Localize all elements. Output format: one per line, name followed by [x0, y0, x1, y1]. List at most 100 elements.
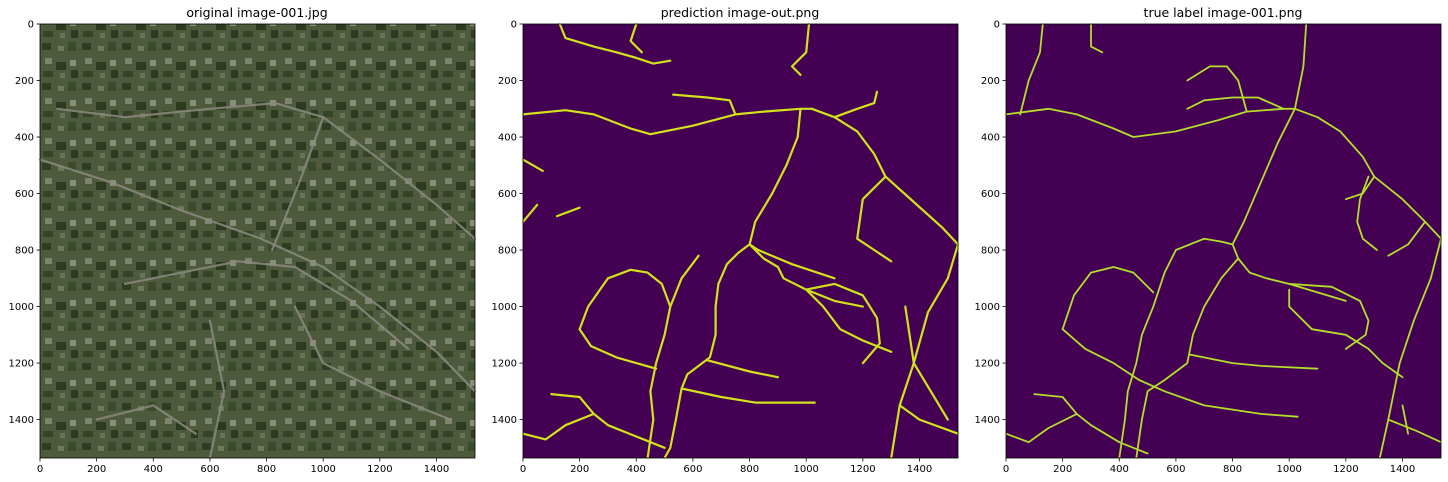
road-line [1387, 220, 1426, 257]
road-line [55, 102, 477, 240]
road-line [1294, 23, 1308, 110]
road-line [748, 243, 836, 280]
prediction-frame [522, 23, 959, 459]
road-line [1378, 237, 1442, 459]
prediction-y-tick-label: 600 [498, 189, 517, 200]
true-label-x-tick-label: 1200 [1333, 464, 1358, 475]
road-line [890, 243, 960, 460]
original-image-y-tick-label: 0 [28, 20, 34, 31]
true-label-x-tick-label: 0 [1003, 464, 1009, 475]
prediction-x-tick-label: 1200 [850, 464, 875, 475]
true-label-x-tick-label: 1400 [1390, 464, 1415, 475]
prediction-y-tick-label: 800 [498, 246, 517, 257]
true-label-y-tick-label: 800 [981, 246, 1000, 257]
road-line [1019, 23, 1044, 116]
road-line [123, 260, 410, 350]
original-image-x-tick-label: 1200 [367, 464, 392, 475]
true-label-road-lines [1005, 23, 1442, 459]
road-line [1033, 393, 1078, 415]
road-line [672, 93, 737, 116]
original-image-roads [38, 102, 477, 460]
road-line [38, 158, 477, 393]
road-line [1189, 353, 1319, 370]
road-line [1401, 404, 1409, 435]
road-line [558, 22, 672, 65]
road-line [1090, 23, 1104, 54]
true-label-x-ticks: 0 200 400 600 800 1000 1200 1400 [1003, 458, 1415, 475]
true-label-y-tick-label: 1000 [975, 302, 1000, 313]
road-line [578, 328, 658, 370]
road-line [833, 90, 879, 119]
road-line [790, 22, 811, 76]
road-line [706, 359, 779, 379]
original-image-x-tick-label: 600 [200, 464, 219, 475]
prediction-x-ticks: 0 200 400 600 800 1000 1200 1400 [520, 458, 932, 475]
prediction-x-tick-label: 1400 [907, 464, 932, 475]
true-label-y-tick-label: 0 [994, 20, 1000, 31]
road-line [521, 107, 813, 136]
prediction-x-tick-label: 0 [520, 464, 526, 475]
true-label-y-tick-label: 400 [981, 133, 1000, 144]
true-label-background [1006, 24, 1441, 458]
road-line [1135, 257, 1240, 459]
original-image-y-tick-label: 1400 [9, 415, 34, 426]
prediction-x-tick-label: 400 [627, 464, 646, 475]
road-line [1344, 175, 1376, 201]
road-line [293, 305, 452, 421]
road-line [578, 268, 672, 331]
prediction-y-tick-label: 200 [498, 76, 517, 87]
prediction-y-ticks: 0 200 400 600 800 1000 1200 1400 [492, 20, 523, 426]
true-label-y-tick-label: 600 [981, 189, 1000, 200]
prediction-y-tick-label: 1400 [492, 415, 517, 426]
true-label-y-ticks: 0 200 400 600 800 1000 1200 1400 [975, 20, 1006, 426]
original-image-y-tick-label: 200 [15, 76, 34, 87]
prediction-x-tick-label: 200 [570, 464, 589, 475]
prediction-background [523, 24, 958, 458]
road-line [550, 393, 595, 415]
prediction-y-tick-label: 1000 [492, 302, 517, 313]
road-line [1005, 107, 1296, 138]
prediction-road-lines [521, 22, 960, 460]
original-image-x-tick-label: 400 [144, 464, 163, 475]
road-line [663, 107, 802, 460]
true-label-y-tick-label: 1200 [975, 359, 1000, 370]
original-image-area [38, 24, 477, 460]
prediction-y-tick-label: 1200 [492, 359, 517, 370]
road-line [810, 107, 960, 246]
true-label-title: true label image-001.png [1144, 5, 1303, 20]
true-label-x-tick-label: 400 [1110, 464, 1129, 475]
original-image-y-tick-label: 400 [15, 133, 34, 144]
road-line [555, 206, 581, 218]
original-image-panel: original image-001.jpg 0 200 400 600 800 1000… [9, 5, 477, 475]
road-line [1294, 107, 1442, 240]
prediction-y-tick-label: 400 [498, 133, 517, 144]
prediction-x-tick-label: 1000 [793, 464, 818, 475]
original-image-frame [39, 23, 476, 459]
road-line [1186, 96, 1285, 110]
road-line [805, 282, 881, 365]
road-line [271, 116, 325, 252]
road-line [1118, 107, 1296, 459]
prediction-y-tick-label: 0 [511, 20, 517, 31]
road-line [680, 387, 816, 404]
true-label-panel: true label image-001.png 0 200 400 600 800 10… [975, 5, 1442, 475]
true-label-x-tick-label: 800 [1223, 464, 1242, 475]
road-line [898, 404, 960, 435]
road-line [1387, 418, 1442, 444]
original-image-title: original image-001.jpg [186, 5, 327, 20]
road-line [822, 305, 893, 353]
road-line [904, 305, 949, 421]
original-image-x-tick-label: 200 [87, 464, 106, 475]
original-image-y-tick-label: 600 [15, 189, 34, 200]
prediction-x-tick-label: 600 [683, 464, 702, 475]
original-image-x-ticks: 0 200 400 600 800 1000 1200 1400 [37, 458, 449, 475]
road-line [629, 22, 643, 54]
original-image-x-tick-label: 1400 [424, 464, 449, 475]
prediction-x-tick-label: 800 [740, 464, 759, 475]
original-image-x-tick-label: 0 [37, 464, 43, 475]
true-label-y-tick-label: 200 [981, 76, 1000, 87]
true-label-frame [1005, 23, 1442, 459]
true-label-x-tick-label: 200 [1053, 464, 1072, 475]
prediction-panel: prediction image-out.png 0 200 400 600 800 10… [492, 5, 960, 475]
